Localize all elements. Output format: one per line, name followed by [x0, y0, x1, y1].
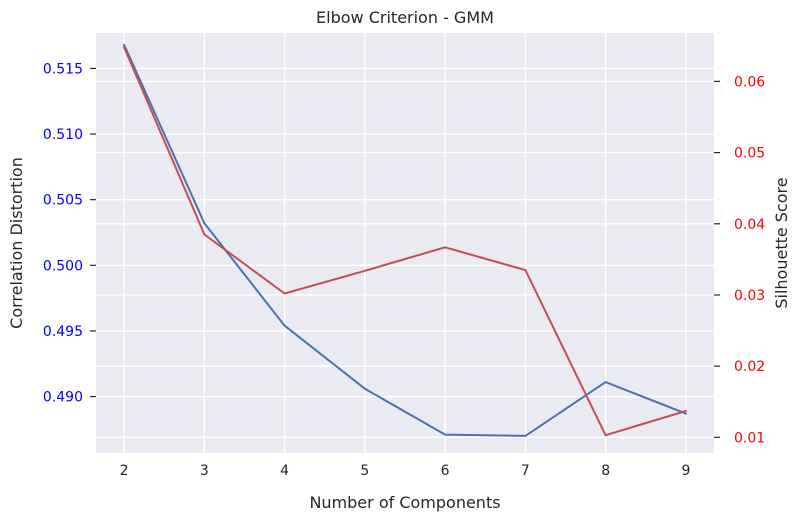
right-tick-label: 0.01 [734, 430, 765, 446]
left-tick-label: 0.490 [43, 390, 83, 406]
right-axis-label: Silhouette Score [772, 177, 791, 308]
right-tick-label: 0.05 [734, 146, 765, 162]
x-tick-label: 5 [360, 463, 369, 479]
x-tick-label: 3 [200, 463, 209, 479]
left-tick-label: 0.510 [43, 127, 83, 143]
right-tick-label: 0.03 [734, 288, 765, 304]
left-tick-label: 0.505 [43, 193, 83, 209]
x-axis-label: Number of Components [309, 493, 500, 512]
right-axis-series-line [123, 46, 687, 437]
x-tick-label: 9 [681, 463, 690, 479]
left-axis-series-line [123, 43, 687, 437]
x-tick-label: 6 [441, 463, 450, 479]
left-tick-label: 0.495 [43, 324, 83, 340]
left-tick-label: 0.515 [43, 61, 83, 77]
right-tick-label: 0.02 [734, 359, 765, 375]
plot-area [96, 33, 714, 453]
right-tick-label: 0.06 [734, 74, 765, 90]
x-tick-label: 4 [280, 463, 289, 479]
x-tick-label: 7 [521, 463, 530, 479]
x-tick-label: 2 [120, 463, 129, 479]
tick-labels: 2 3 4 5 6 7 8 9 0.01 0.02 0.03 0.04 0.05 0.06 0.490 0.4… [43, 61, 765, 479]
left-axis-label: Correlation Distortion [7, 157, 26, 329]
chart-title: Elbow Criterion - GMM [316, 8, 494, 27]
left-tick-label: 0.500 [43, 258, 83, 274]
right-tick-label: 0.04 [734, 217, 765, 233]
x-tick-label: 8 [601, 463, 610, 479]
series-lines [123, 43, 687, 437]
